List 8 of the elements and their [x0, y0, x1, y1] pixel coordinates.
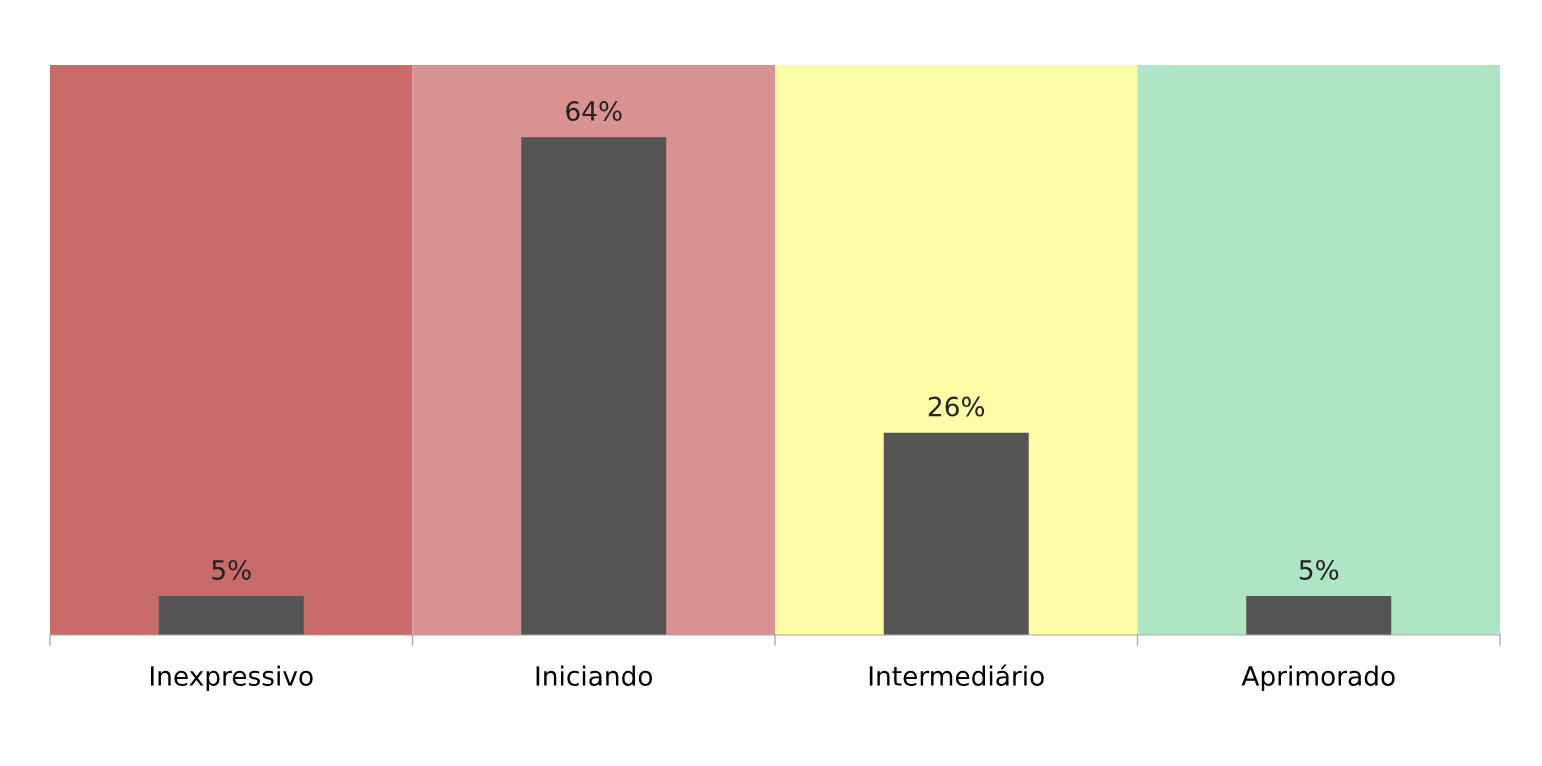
data-label: 64%	[566, 101, 622, 121]
x-tick-label: Iniciando	[536, 665, 653, 686]
data-label: 5%	[212, 559, 251, 580]
x-tick-label: Inexpressivo	[150, 665, 313, 692]
data-label: 5%	[1299, 559, 1339, 580]
x-tick-label: Intermediário	[869, 664, 1044, 686]
x-tick-label: Aprimorado	[1241, 665, 1395, 692]
data-label: 26%	[928, 396, 985, 417]
